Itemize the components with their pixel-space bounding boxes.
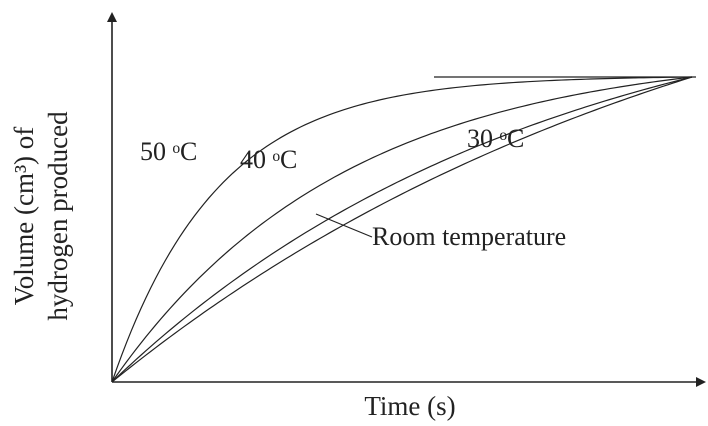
room-temp-leader: [315, 213, 373, 238]
x-axis-label: Time (s): [364, 391, 455, 421]
series-curves: [111, 76, 693, 383]
series-line-1: [111, 76, 693, 383]
label-40c: 40 ᵒC: [240, 145, 297, 174]
label-30c: 30 ᵒC: [467, 124, 524, 153]
series-line-0: [111, 76, 693, 383]
label-50c: 50 ᵒC: [140, 137, 197, 166]
y-axis-label-line-2: hydrogen produced: [43, 111, 73, 321]
y-axis-label-line-1: Volume (cm³) of: [9, 127, 39, 306]
series-line-3: [111, 76, 693, 383]
label-room-temperature: Room temperature: [372, 222, 566, 251]
series-line-2: [111, 76, 693, 383]
